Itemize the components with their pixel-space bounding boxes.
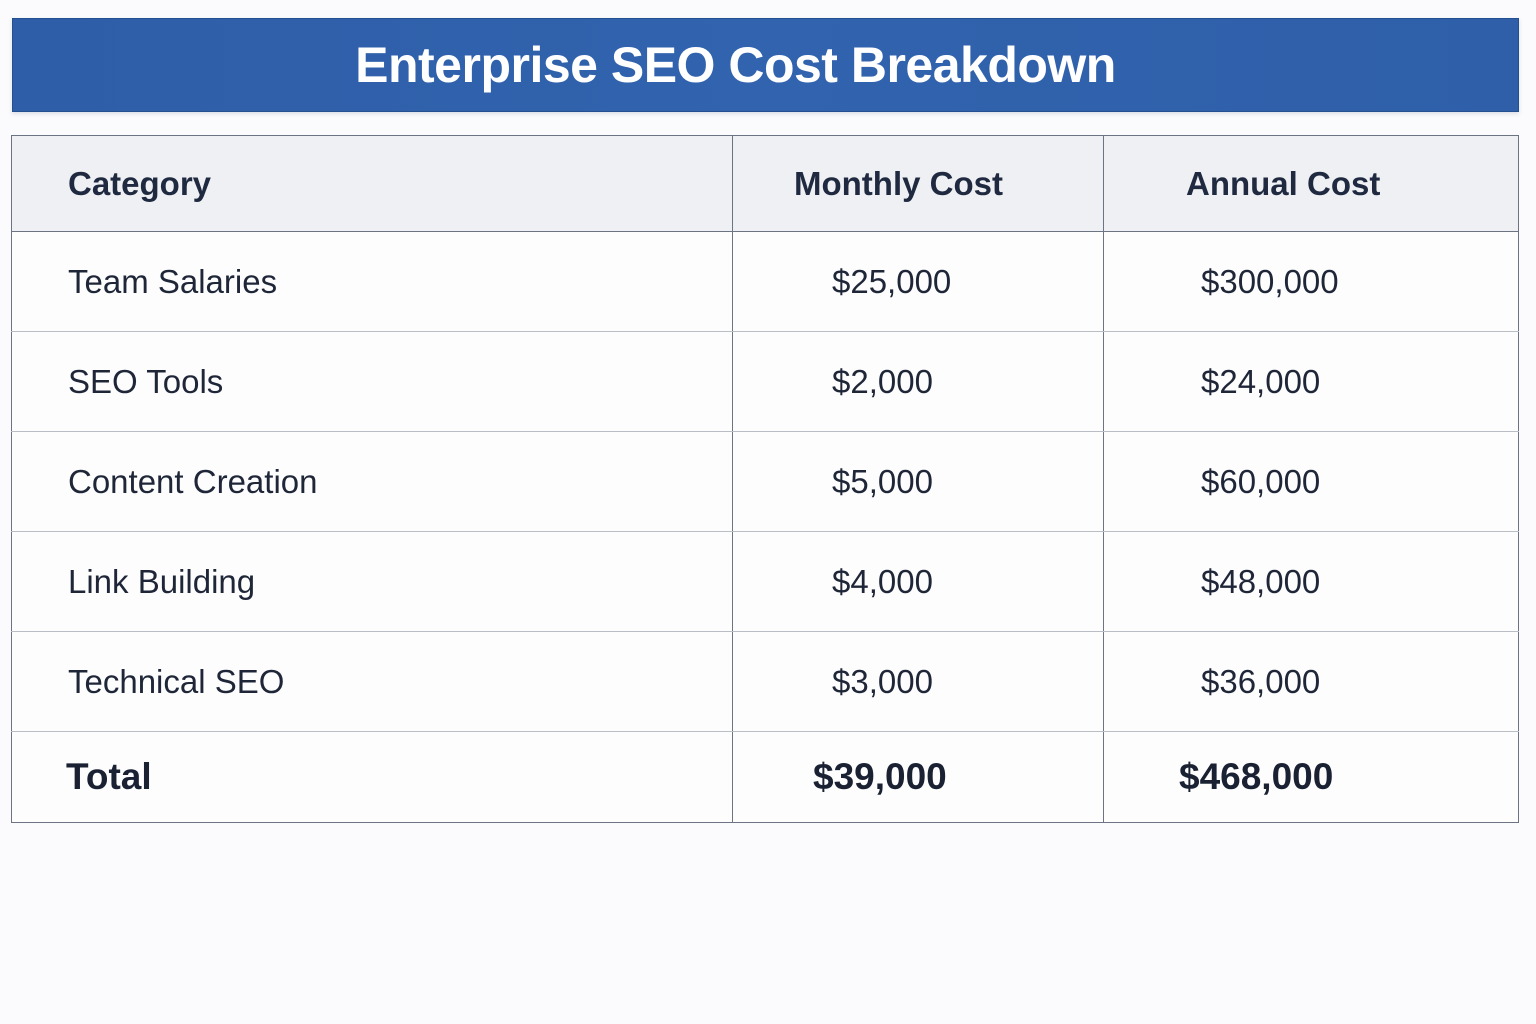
category-cell: Link Building: [11, 531, 733, 632]
total-monthly-cost: $39,000: [732, 731, 1104, 823]
table-header-row: Category Monthly Cost Annual Cost: [11, 135, 1519, 232]
monthly-cost-cell: $4,000: [732, 531, 1104, 632]
category-cell: Team Salaries: [11, 231, 733, 332]
table-row: Content Creation $5,000 $60,000: [11, 431, 1519, 532]
column-header-monthly-cost: Monthly Cost: [732, 135, 1104, 232]
monthly-cost-cell: $25,000: [732, 231, 1104, 332]
table-row: Link Building $4,000 $48,000: [11, 531, 1519, 632]
column-header-annual-cost: Annual Cost: [1103, 135, 1519, 232]
category-cell: Technical SEO: [11, 631, 733, 732]
monthly-cost-cell: $5,000: [732, 431, 1104, 532]
column-header-category: Category: [11, 135, 733, 232]
annual-cost-cell: $300,000: [1103, 231, 1519, 332]
monthly-cost-cell: $3,000: [732, 631, 1104, 732]
cost-breakdown-table: Category Monthly Cost Annual Cost Team S…: [11, 135, 1519, 823]
page-title: Enterprise SEO Cost Breakdown: [355, 37, 1116, 93]
total-label: Total: [11, 731, 733, 823]
annual-cost-cell: $48,000: [1103, 531, 1519, 632]
total-row: Total $39,000 $468,000: [11, 731, 1519, 823]
table-row: SEO Tools $2,000 $24,000: [11, 331, 1519, 432]
annual-cost-cell: $24,000: [1103, 331, 1519, 432]
table-row: Team Salaries $25,000 $300,000: [11, 231, 1519, 332]
title-banner: Enterprise SEO Cost Breakdown: [12, 18, 1519, 112]
annual-cost-cell: $60,000: [1103, 431, 1519, 532]
table-row: Technical SEO $3,000 $36,000: [11, 631, 1519, 732]
category-cell: Content Creation: [11, 431, 733, 532]
monthly-cost-cell: $2,000: [732, 331, 1104, 432]
annual-cost-cell: $36,000: [1103, 631, 1519, 732]
total-annual-cost: $468,000: [1103, 731, 1519, 823]
cost-table-container: Category Monthly Cost Annual Cost Team S…: [11, 135, 1519, 823]
category-cell: SEO Tools: [11, 331, 733, 432]
